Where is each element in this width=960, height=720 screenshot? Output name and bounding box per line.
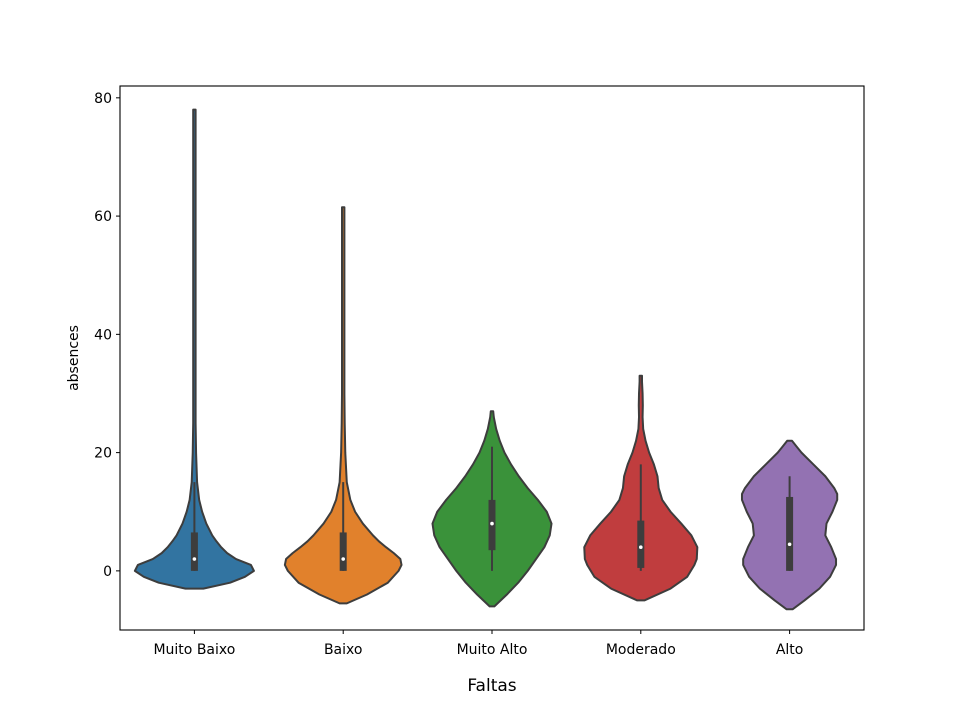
y-tick-label: 40 [94, 327, 112, 343]
y-tick-label: 80 [94, 91, 112, 107]
y-tick-label: 60 [94, 209, 112, 225]
violin-muito-alto [431, 410, 553, 608]
x-axis-label: Faltas [467, 676, 516, 696]
x-tick-label: Muito Baixo [153, 642, 235, 658]
violin-alto [740, 439, 839, 611]
y-tick-label: 20 [94, 446, 112, 462]
violin-baixo [283, 206, 403, 605]
violin-median [639, 545, 643, 550]
violin-median [192, 557, 197, 561]
violin-median [341, 557, 346, 561]
x-tick-label: Muito Alto [457, 642, 528, 658]
x-axis: Muito Baixo Baixo Muito Alto Moderado Alto [153, 630, 803, 658]
violin-muito-baixo [133, 108, 255, 590]
violin-moderado [583, 374, 699, 602]
y-axis-label: absences [66, 325, 82, 391]
violin-median [787, 542, 792, 547]
violin-body [133, 108, 255, 590]
violin-median [490, 521, 494, 526]
violins-layer [133, 108, 839, 611]
x-tick-label: Alto [776, 642, 804, 658]
y-axis: 0 20 40 60 80 [94, 91, 120, 580]
violin-iqr-box [637, 520, 645, 568]
violin-iqr-box [339, 532, 347, 571]
x-tick-label: Moderado [606, 642, 676, 658]
violin-iqr-box [190, 532, 198, 571]
violin-body [283, 206, 403, 605]
y-tick-label: 0 [103, 564, 112, 580]
violin-iqr-box [786, 496, 794, 571]
x-tick-label: Baixo [324, 642, 363, 658]
